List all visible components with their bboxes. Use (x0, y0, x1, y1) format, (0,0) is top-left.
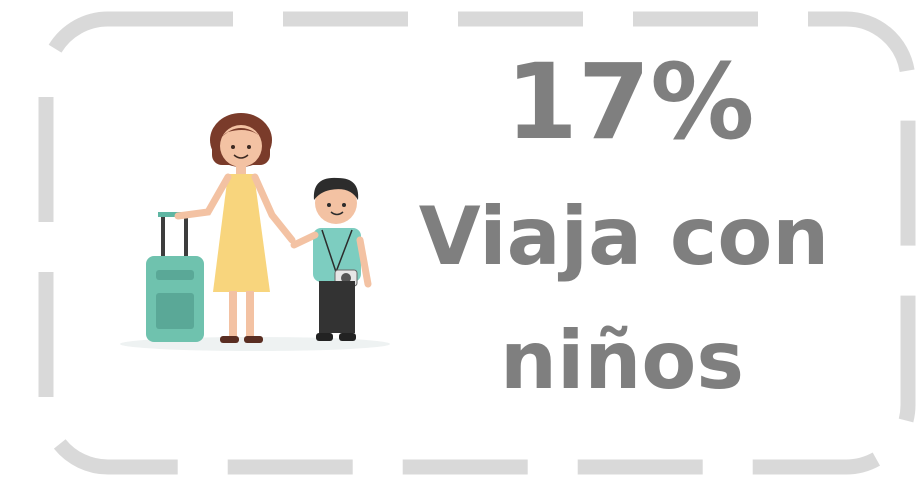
caption-line: niños (500, 314, 744, 407)
family-illustration (120, 113, 390, 351)
caption-line: Viaja con (419, 190, 830, 283)
infographic: 17% Viaja con niños (0, 0, 924, 482)
headline: 17% (506, 41, 755, 163)
